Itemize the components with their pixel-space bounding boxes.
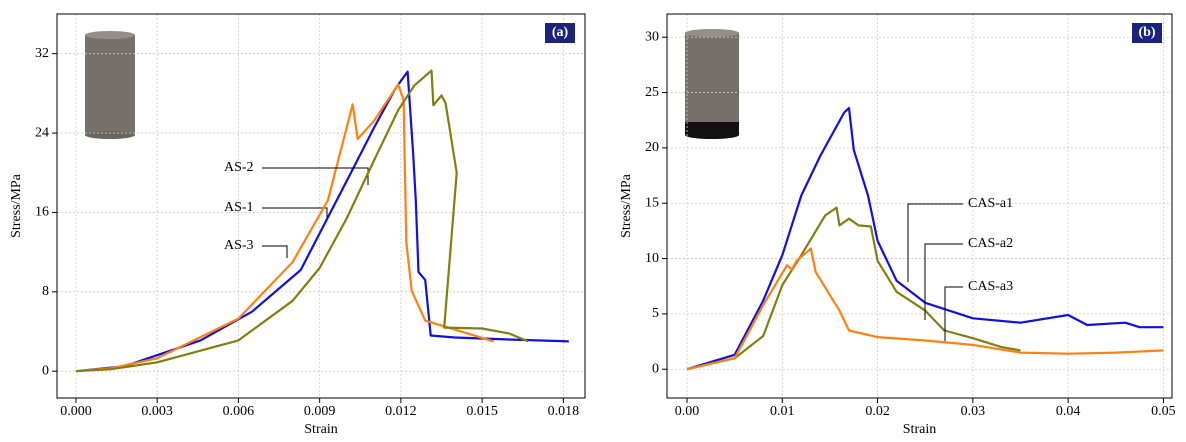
x-tick-label: 0.00	[675, 404, 700, 419]
specimen-icon-a	[85, 31, 135, 139]
y-tick-label: 16	[35, 205, 49, 220]
series-label: CAS-a2	[968, 236, 1013, 251]
panel-label: (b)	[1138, 25, 1155, 40]
series-line	[686, 107, 1164, 371]
x-tick-label: 0.04	[1056, 404, 1081, 419]
x-tick-label: 0.018	[548, 404, 580, 419]
y-tick-label: 25	[645, 85, 659, 100]
x-tick-label: 0.01	[770, 404, 795, 419]
x-tick-label: 0.02	[865, 404, 890, 419]
specimen-icon-b	[685, 29, 739, 139]
y-tick-label: 8	[42, 284, 49, 299]
annotation-leader	[262, 207, 328, 218]
annotation-leader	[262, 245, 288, 258]
annotation-leader	[944, 286, 963, 341]
x-tick-label: 0.009	[304, 404, 336, 419]
x-tick-label: 0.015	[466, 404, 498, 419]
panel-label: (a)	[552, 25, 569, 40]
y-tick-label: 15	[645, 195, 659, 210]
x-axis-label: Strain	[903, 422, 936, 437]
x-tick-label: 0.003	[141, 404, 173, 419]
annotation-leader	[262, 167, 369, 185]
series-label: CAS-a3	[968, 279, 1013, 294]
plot-frame	[56, 13, 586, 399]
series-label: AS-3	[224, 238, 254, 253]
series-label: CAS-a1	[968, 196, 1013, 211]
panel-label-box	[1132, 23, 1162, 43]
y-tick-label: 0	[652, 361, 659, 376]
y-tick-label: 0	[42, 363, 49, 378]
x-tick-label: 0.03	[961, 404, 986, 419]
y-tick-label: 5	[652, 306, 659, 321]
y-axis-label: Stress/MPa	[9, 173, 24, 238]
series-line	[686, 206, 1021, 371]
plot-frame	[666, 13, 1173, 399]
series-line	[75, 69, 529, 373]
x-tick-label: 0.006	[223, 404, 255, 419]
series-line	[75, 70, 569, 373]
annotation-leader	[924, 243, 963, 320]
y-tick-label: 24	[35, 125, 49, 140]
y-tick-label: 30	[645, 29, 659, 44]
series-line	[75, 83, 495, 373]
y-axis-label: Stress/MPa	[619, 173, 634, 238]
series-label: AS-2	[224, 160, 254, 175]
annotation-leader	[907, 203, 963, 282]
series-line	[686, 247, 1164, 371]
series-label: AS-1	[224, 200, 254, 215]
x-tick-label: 0.012	[385, 404, 417, 419]
x-axis-label: Strain	[304, 422, 337, 437]
x-tick-label: 0.000	[60, 404, 92, 419]
y-tick-label: 32	[35, 46, 49, 61]
y-tick-label: 20	[645, 140, 659, 155]
x-tick-label: 0.05	[1151, 404, 1176, 419]
panel-label-box	[545, 23, 575, 43]
y-tick-label: 10	[645, 251, 659, 266]
